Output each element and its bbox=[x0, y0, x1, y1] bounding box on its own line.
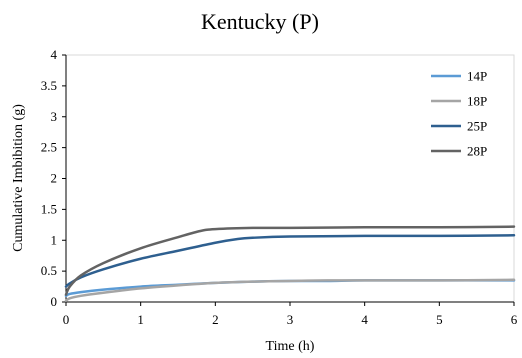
y-tick-label: 2.5 bbox=[41, 140, 57, 155]
x-tick-label: 5 bbox=[436, 312, 443, 327]
x-tick-label: 3 bbox=[287, 312, 294, 327]
y-tick-label: 3.5 bbox=[41, 78, 57, 93]
series-line-18p bbox=[64, 278, 516, 303]
legend: 14P 18P 25P 28P bbox=[431, 69, 487, 159]
y-tick-label: 0.5 bbox=[41, 263, 57, 278]
x-tick-label: 6 bbox=[511, 312, 518, 327]
y-tick-label: 1 bbox=[51, 232, 58, 247]
x-tick-label: 2 bbox=[212, 312, 219, 327]
x-tick-label: 4 bbox=[361, 312, 368, 327]
x-axis-label: Time (h) bbox=[266, 339, 315, 354]
plot-frame bbox=[65, 54, 515, 303]
y-axis-ticks: 0 0.5 1 1.5 2 2.5 3 3.5 4 bbox=[41, 47, 66, 309]
y-tick-label: 1.5 bbox=[41, 201, 57, 216]
chart-title: Kentucky (P) bbox=[201, 9, 319, 34]
series-layer bbox=[64, 225, 516, 303]
series-line-25p bbox=[64, 234, 516, 288]
x-tick-label: 0 bbox=[63, 312, 70, 327]
legend-label-28p: 28P bbox=[467, 144, 487, 159]
legend-label-14p: 14P bbox=[467, 69, 487, 84]
plot-area bbox=[65, 54, 515, 303]
y-tick-label: 3 bbox=[51, 109, 58, 124]
series-line-28p bbox=[64, 225, 516, 296]
y-axis-label: Cumulative Imbibition (g) bbox=[11, 104, 26, 252]
legend-label-18p: 18P bbox=[467, 94, 487, 109]
x-axis-ticks: 0 1 2 3 4 5 6 bbox=[63, 302, 518, 327]
legend-label-25p: 25P bbox=[467, 119, 487, 134]
y-tick-label: 2 bbox=[51, 171, 58, 186]
y-tick-label: 0 bbox=[51, 294, 58, 309]
y-tick-label: 4 bbox=[51, 47, 58, 62]
x-tick-label: 1 bbox=[137, 312, 144, 327]
